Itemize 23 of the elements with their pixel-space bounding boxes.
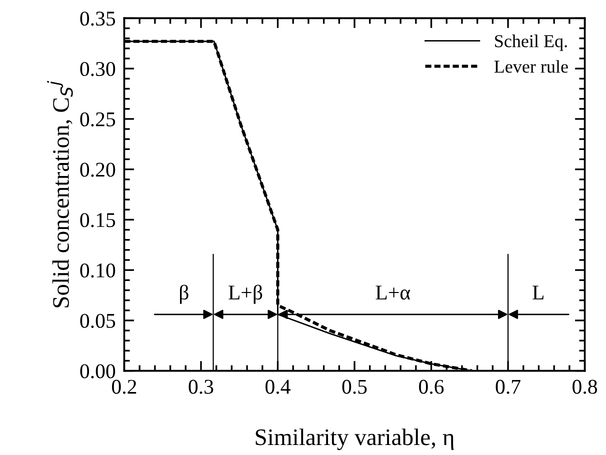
annotation: L+β [228,284,262,304]
x-tick-label: 0.8 [572,380,598,394]
x-tick-label: 0.4 [266,380,290,394]
legend-label: Lever rule [494,60,568,73]
annotation: β [180,284,188,304]
x-tick-label: 0.6 [419,380,444,394]
y-tick-label: 0.15 [80,213,116,228]
y-tick-label: 0.05 [80,314,116,328]
y-tick-label: 0.20 [80,162,116,177]
annotation: L [532,286,544,300]
y-tick-label: 0.30 [80,62,116,76]
x-tick-label: 0.2 [112,380,136,394]
legend-label: Scheil Eq. [495,34,567,51]
y-tick-label: 0.00 [80,364,116,378]
x-axis-title: Similarity variable, η [256,428,454,450]
x-tick-label: 0.5 [342,380,367,394]
x-tick-label: 0.7 [496,380,520,394]
y-axis-title: Solid concentration, C$_{S}$$^{j}$ [47,80,73,308]
y-tick-label: 0.35 [80,12,116,26]
y-tick-label: 0.10 [80,263,116,278]
annotation: L+α [376,286,410,300]
x-tick-label: 0.3 [188,380,214,394]
y-tick-label: 0.25 [80,112,116,126]
